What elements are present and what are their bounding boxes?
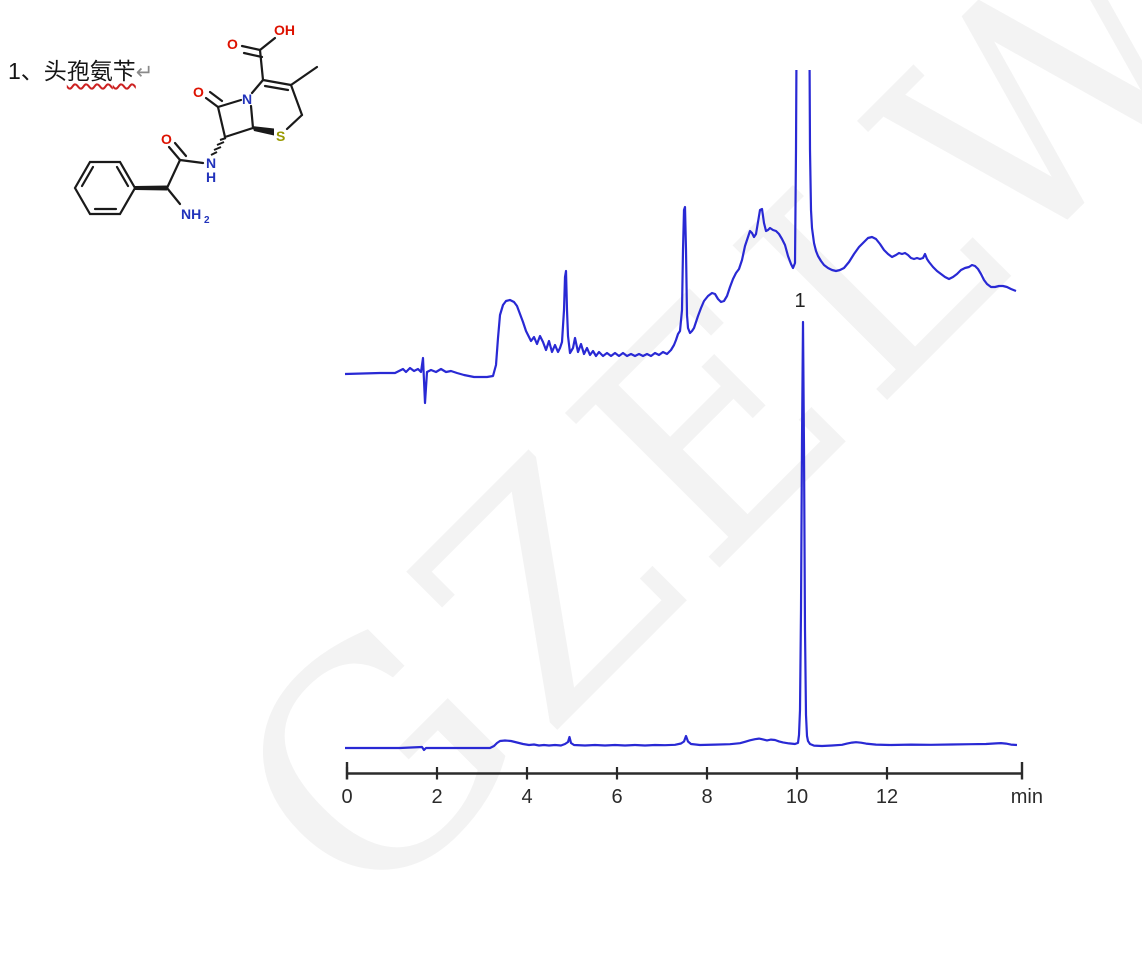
heading-text-spellcheck-2: 苄 (112, 58, 136, 84)
heading-text-spellcheck-1: 孢氨 (66, 58, 113, 84)
lower-trace-reference (345, 320, 1018, 752)
nh2-label: NH (181, 206, 201, 222)
o-lactam-label: O (193, 84, 204, 100)
x-axis-tick-label: 4 (521, 786, 532, 808)
o-amide-label: O (161, 131, 172, 147)
h-amide-label: H (206, 169, 216, 185)
upper-trace-sample (344, 70, 1017, 405)
x-axis-tick-label: 12 (876, 786, 898, 808)
hashed-wedge-bond (210, 137, 227, 156)
o-carboxyl-label: O (227, 36, 238, 52)
document-page: { "document": { "heading": { "prefix": "… (8, 0, 1142, 971)
cefalexin-structure-image: OH O O O N N H NH 2 S (73, 22, 319, 226)
n-ring-label: N (242, 91, 252, 107)
bold-wedge-bond-s (252, 126, 274, 136)
hplc-chromatogram: 10 2 4 6 8 10 12 min (341, 70, 1043, 808)
x-axis-unit-label: min (1011, 786, 1043, 808)
x-axis-tick-label: 10 (786, 786, 808, 808)
n-amide-label: N (206, 155, 216, 171)
x-axis-tick-label: 0 (341, 786, 352, 808)
heading-text: 1、头 (8, 58, 67, 84)
x-axis-tick-label: 6 (611, 786, 622, 808)
x-axis-tick-label: 2 (431, 786, 442, 808)
x-axis-tick-label: 8 (701, 786, 712, 808)
nh2-subscript: 2 (204, 215, 210, 226)
paragraph-mark-icon: ↵ (135, 61, 154, 84)
bold-wedge-bond (135, 185, 167, 191)
heading-line: 1、头孢氨苄↵ (8, 52, 153, 86)
peak-1-label: 1 (794, 290, 805, 312)
s-label: S (276, 128, 285, 144)
oh-label: OH (274, 22, 295, 38)
